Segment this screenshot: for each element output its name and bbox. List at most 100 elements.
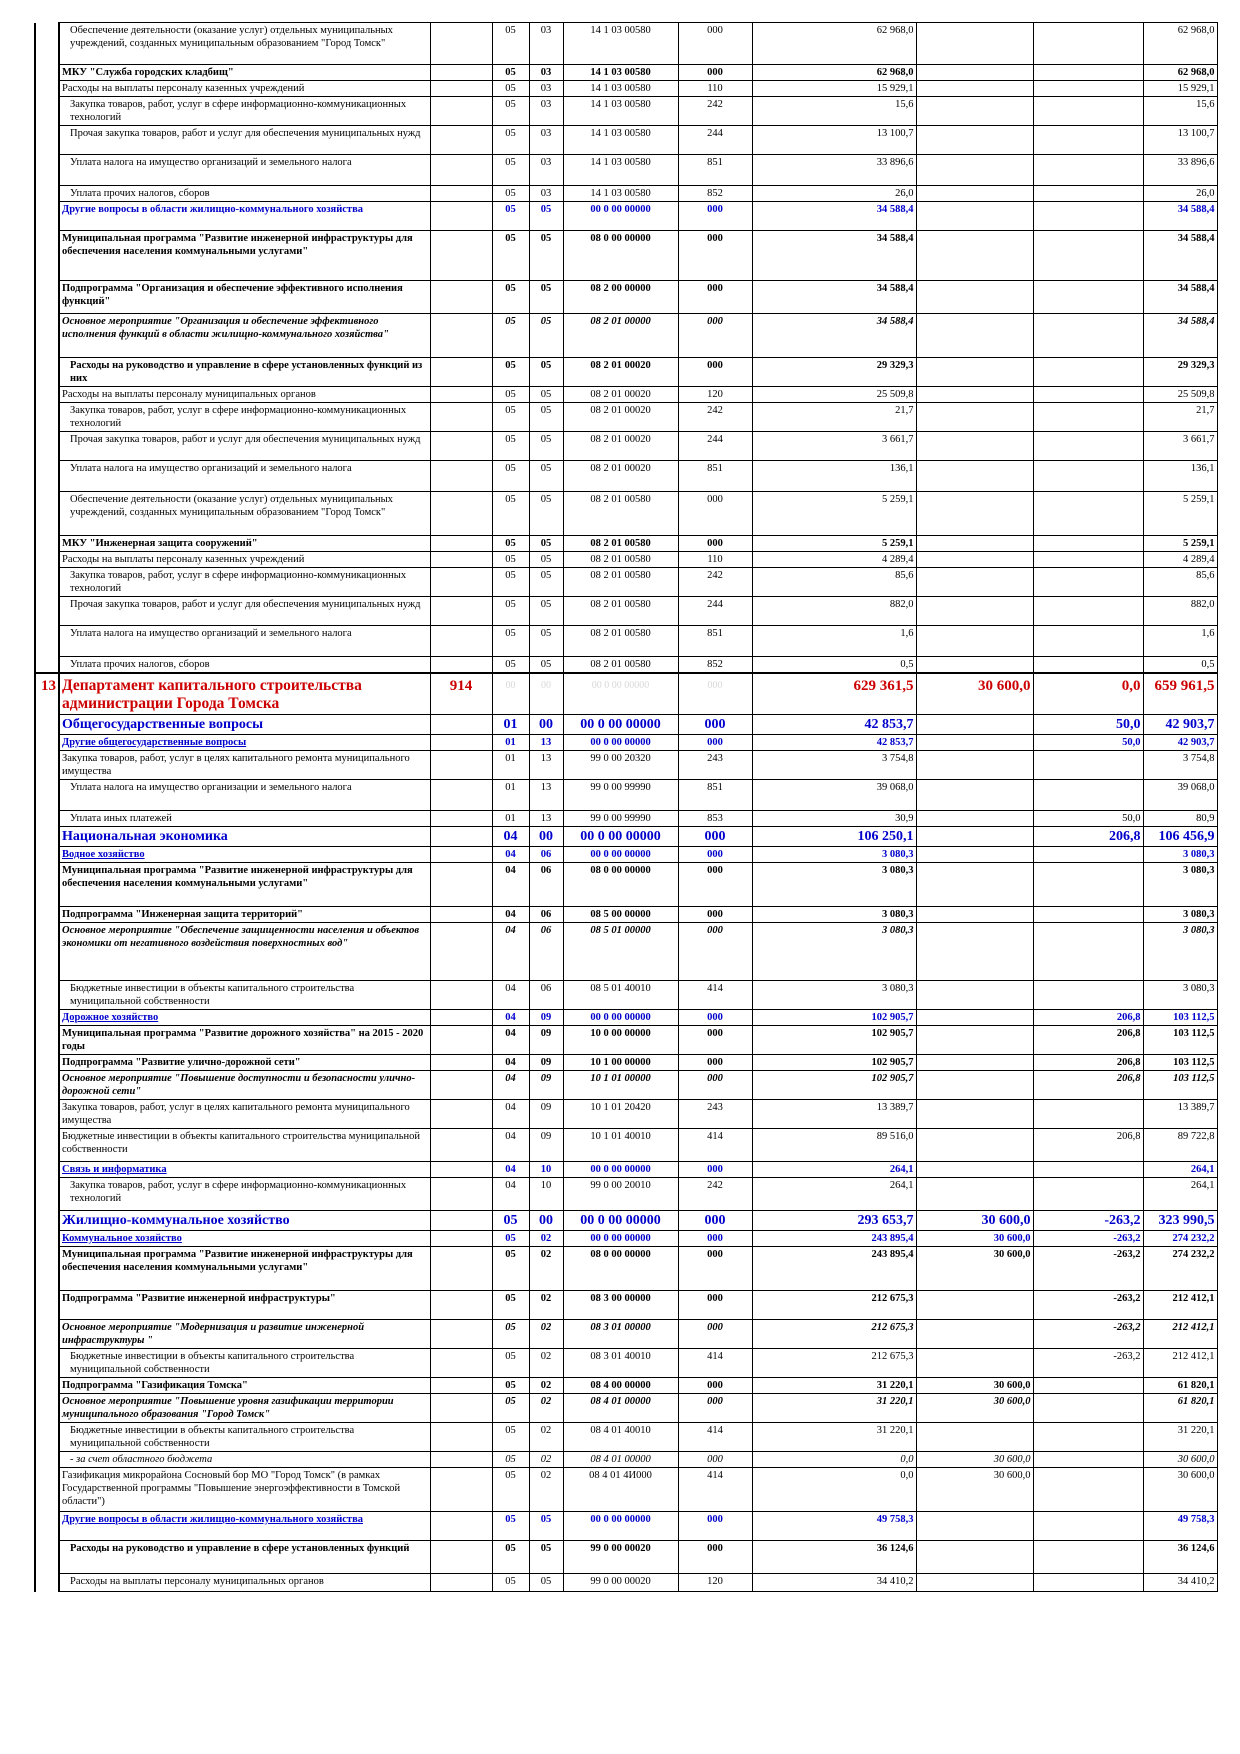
total-amount-cell: 30 600,0 xyxy=(1142,1451,1218,1468)
table-row: Муниципальная программа "Развитие дорожн… xyxy=(34,1025,1218,1055)
target-article-cell: 14 1 03 00580 xyxy=(562,22,679,65)
change-amount-cell xyxy=(1032,185,1144,202)
amount-cell: 3 080,3 xyxy=(751,862,917,907)
table-row: Прочая закупка товаров, работ и услуг дл… xyxy=(34,431,1218,461)
table-row: Уплата налога на имущество организаций и… xyxy=(34,625,1218,657)
total-amount-cell: 3 080,3 xyxy=(1142,922,1218,981)
expense-type-cell: 414 xyxy=(677,1467,753,1512)
item-name-cell: Национальная экономика xyxy=(58,826,431,847)
row-number-cell xyxy=(34,1451,60,1468)
expense-type-cell: 000 xyxy=(677,1540,753,1574)
regional-funds-cell xyxy=(915,535,1034,552)
table-row: Закупка товаров, работ, услуг в сфере ин… xyxy=(34,96,1218,126)
subsection-code-cell: 09 xyxy=(528,1128,564,1162)
row-number-cell xyxy=(34,1161,60,1178)
change-amount-cell xyxy=(1032,96,1144,126)
change-amount-cell xyxy=(1032,1377,1144,1394)
total-amount-cell: 25 509,8 xyxy=(1142,386,1218,403)
amount-cell: 243 895,4 xyxy=(751,1230,917,1247)
subsection-code-cell: 02 xyxy=(528,1377,564,1394)
total-amount-cell: 136,1 xyxy=(1142,460,1218,492)
ministry-code-cell xyxy=(429,826,493,847)
subsection-code-cell: 03 xyxy=(528,64,564,81)
item-name-cell: Закупка товаров, работ, услуг в сфере ин… xyxy=(58,402,431,432)
item-name-cell: Основное мероприятие "Повышение уровня г… xyxy=(58,1393,431,1423)
regional-funds-cell xyxy=(915,846,1034,863)
row-number-cell xyxy=(34,1246,60,1291)
total-amount-cell: 80,9 xyxy=(1142,810,1218,827)
table-row: Основное мероприятие "Модернизация и раз… xyxy=(34,1319,1218,1349)
item-name-cell: Уплата налога на имущество организаций и… xyxy=(58,460,431,492)
row-number-cell xyxy=(34,862,60,907)
section-code-cell: 05 xyxy=(491,460,530,492)
section-code-cell: 04 xyxy=(491,846,530,863)
subsection-code-cell: 02 xyxy=(528,1393,564,1423)
ministry-code-cell xyxy=(429,64,493,81)
expense-type-cell: 851 xyxy=(677,625,753,657)
item-name-cell: Прочая закупка товаров, работ и услуг дл… xyxy=(58,596,431,626)
table-row: Расходы на выплаты персоналу казенных уч… xyxy=(34,551,1218,568)
row-number-cell xyxy=(34,1319,60,1349)
change-amount-cell xyxy=(1032,201,1144,231)
section-code-cell: 04 xyxy=(491,1054,530,1071)
amount-cell: 62 968,0 xyxy=(751,22,917,65)
amount-cell: 26,0 xyxy=(751,185,917,202)
table-row: Расходы на руководство и управление в сф… xyxy=(34,357,1218,387)
total-amount-cell: 34 588,4 xyxy=(1142,201,1218,231)
ministry-code-cell xyxy=(429,125,493,155)
item-name-cell: Департамент капитального строительства а… xyxy=(58,672,431,715)
amount-cell: 212 675,3 xyxy=(751,1348,917,1378)
amount-cell: 3 080,3 xyxy=(751,906,917,923)
subsection-code-cell: 05 xyxy=(528,1540,564,1574)
amount-cell: 25 509,8 xyxy=(751,386,917,403)
row-number-cell xyxy=(34,656,60,673)
subsection-code-cell: 05 xyxy=(528,1511,564,1541)
row-number-cell xyxy=(34,1422,60,1452)
section-code-cell: 05 xyxy=(491,1246,530,1291)
subsection-code-cell: 05 xyxy=(528,280,564,314)
table-row: Уплата иных платежей 01 13 99 0 00 99990 853… xyxy=(34,810,1218,827)
total-amount-cell: 3 080,3 xyxy=(1142,846,1218,863)
subsection-code-cell: 06 xyxy=(528,980,564,1010)
total-amount-cell: 323 990,5 xyxy=(1142,1210,1218,1231)
target-article-cell: 08 4 01 40010 xyxy=(562,1422,679,1452)
target-article-cell: 08 2 01 00020 xyxy=(562,357,679,387)
regional-funds-cell xyxy=(915,80,1034,97)
table-row: Закупка товаров, работ, услуг в целях ка… xyxy=(34,750,1218,780)
change-amount-cell: 206,8 xyxy=(1032,1128,1144,1162)
regional-funds-cell xyxy=(915,1348,1034,1378)
item-name-cell: Основное мероприятие "Повышение доступно… xyxy=(58,1070,431,1100)
amount-cell: 21,7 xyxy=(751,402,917,432)
expense-type-cell: 000 xyxy=(677,491,753,536)
row-number-cell xyxy=(34,1348,60,1378)
total-amount-cell: 15 929,1 xyxy=(1142,80,1218,97)
change-amount-cell: 0,0 xyxy=(1032,672,1144,715)
regional-funds-cell xyxy=(915,1070,1034,1100)
total-amount-cell: 13 389,7 xyxy=(1142,1099,1218,1129)
amount-cell: 0,0 xyxy=(751,1451,917,1468)
table-row: Основное мероприятие "Повышение уровня г… xyxy=(34,1393,1218,1423)
item-name-cell: Основное мероприятие "Обеспечение защище… xyxy=(58,922,431,981)
ministry-code-cell xyxy=(429,779,493,811)
expense-type-cell: 414 xyxy=(677,1128,753,1162)
amount-cell: 15,6 xyxy=(751,96,917,126)
table-row: Уплата налога на имущество организаций и… xyxy=(34,460,1218,492)
regional-funds-cell: 30 600,0 xyxy=(915,1393,1034,1423)
amount-cell: 33 896,6 xyxy=(751,154,917,186)
row-number-cell xyxy=(34,1290,60,1320)
total-amount-cell: 34 410,2 xyxy=(1142,1573,1218,1592)
regional-funds-cell xyxy=(915,154,1034,186)
expense-type-cell: 242 xyxy=(677,402,753,432)
section-code-cell: 05 xyxy=(491,431,530,461)
change-amount-cell xyxy=(1032,551,1144,568)
row-number-cell xyxy=(34,313,60,358)
amount-cell: 212 675,3 xyxy=(751,1319,917,1349)
subsection-code-cell: 05 xyxy=(528,460,564,492)
regional-funds-cell xyxy=(915,460,1034,492)
ministry-code-cell xyxy=(429,431,493,461)
regional-funds-cell xyxy=(915,357,1034,387)
regional-funds-cell xyxy=(915,22,1034,65)
target-article-cell: 08 3 01 00000 xyxy=(562,1319,679,1349)
total-amount-cell: 103 112,5 xyxy=(1142,1025,1218,1055)
table-row: Основное мероприятие "Обеспечение защище… xyxy=(34,922,1218,981)
